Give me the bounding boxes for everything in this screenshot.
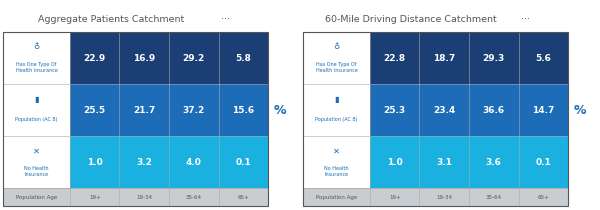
Text: 21.7: 21.7: [133, 106, 155, 115]
Bar: [370, 32, 419, 84]
Text: 14.7: 14.7: [532, 106, 554, 115]
Text: 22.9: 22.9: [83, 54, 106, 63]
Text: No Health
Insurance: No Health Insurance: [324, 166, 349, 177]
Text: ✕: ✕: [33, 147, 40, 156]
Bar: [3, 188, 268, 206]
Text: ···: ···: [521, 14, 530, 24]
Bar: [119, 136, 169, 188]
Bar: [419, 84, 469, 136]
Text: 18.7: 18.7: [433, 54, 455, 63]
Bar: [3, 136, 70, 188]
Bar: [218, 136, 268, 188]
Bar: [303, 32, 568, 206]
Text: 25.3: 25.3: [383, 106, 406, 115]
Text: %: %: [573, 104, 586, 117]
Text: Has One Type Of
Health Insurance: Has One Type Of Health Insurance: [316, 62, 358, 73]
Bar: [70, 136, 119, 188]
Bar: [169, 84, 218, 136]
Text: Population Age: Population Age: [16, 195, 57, 200]
Bar: [370, 136, 419, 188]
Bar: [169, 32, 218, 84]
Bar: [303, 136, 370, 188]
Text: 3.6: 3.6: [486, 158, 502, 167]
Text: 35-64: 35-64: [186, 195, 202, 200]
Text: 1.0: 1.0: [387, 158, 403, 167]
Text: 29.3: 29.3: [482, 54, 505, 63]
Text: 22.8: 22.8: [383, 54, 406, 63]
Bar: [419, 32, 469, 84]
Text: No Health
Insurance: No Health Insurance: [24, 166, 49, 177]
Bar: [70, 32, 119, 84]
Text: 1.0: 1.0: [87, 158, 103, 167]
Bar: [469, 84, 518, 136]
Bar: [303, 32, 370, 84]
Text: 29.2: 29.2: [182, 54, 205, 63]
Bar: [3, 32, 268, 206]
Bar: [3, 32, 70, 84]
Text: 36.6: 36.6: [483, 106, 505, 115]
Text: 37.2: 37.2: [182, 106, 205, 115]
Text: 23.4: 23.4: [433, 106, 455, 115]
Bar: [218, 84, 268, 136]
Text: Aggregate Patients Catchment: Aggregate Patients Catchment: [38, 15, 184, 24]
Bar: [169, 136, 218, 188]
Text: 19+: 19+: [389, 195, 401, 200]
Bar: [119, 32, 169, 84]
Text: ✕: ✕: [333, 147, 340, 156]
Text: 65+: 65+: [538, 195, 549, 200]
Bar: [370, 84, 419, 136]
Text: 16.9: 16.9: [133, 54, 155, 63]
Text: 3.1: 3.1: [436, 158, 452, 167]
Bar: [419, 136, 469, 188]
Text: Population Age: Population Age: [316, 195, 357, 200]
Bar: [3, 84, 70, 136]
Text: ♁: ♁: [334, 42, 340, 51]
Bar: [119, 84, 169, 136]
Text: 5.6: 5.6: [535, 54, 551, 63]
Text: 0.1: 0.1: [535, 158, 551, 167]
Text: 25.5: 25.5: [83, 106, 106, 115]
Text: ♁: ♁: [34, 42, 40, 51]
Text: 0.1: 0.1: [235, 158, 251, 167]
Text: 5.8: 5.8: [235, 54, 251, 63]
Bar: [218, 32, 268, 84]
Text: Population (AC 8): Population (AC 8): [316, 117, 358, 122]
Bar: [70, 84, 119, 136]
Text: ···: ···: [221, 14, 230, 24]
Bar: [469, 32, 518, 84]
Text: 19-34: 19-34: [436, 195, 452, 200]
Text: ▮: ▮: [34, 94, 39, 104]
Bar: [303, 84, 370, 136]
Text: 3.2: 3.2: [136, 158, 152, 167]
Text: Population (AC 8): Population (AC 8): [16, 117, 58, 122]
Bar: [518, 84, 568, 136]
Bar: [518, 136, 568, 188]
Bar: [518, 32, 568, 84]
Text: 19-34: 19-34: [136, 195, 152, 200]
Text: Has One Type Of
Health Insurance: Has One Type Of Health Insurance: [16, 62, 58, 73]
Text: 35-64: 35-64: [486, 195, 502, 200]
Bar: [469, 136, 518, 188]
Text: 65+: 65+: [238, 195, 249, 200]
Text: 15.6: 15.6: [232, 106, 254, 115]
Text: ▮: ▮: [334, 94, 339, 104]
Text: 19+: 19+: [89, 195, 101, 200]
Bar: [303, 188, 568, 206]
Text: %: %: [273, 104, 286, 117]
Text: 4.0: 4.0: [186, 158, 202, 167]
Text: 60-Mile Driving Distance Catchment: 60-Mile Driving Distance Catchment: [325, 15, 497, 24]
